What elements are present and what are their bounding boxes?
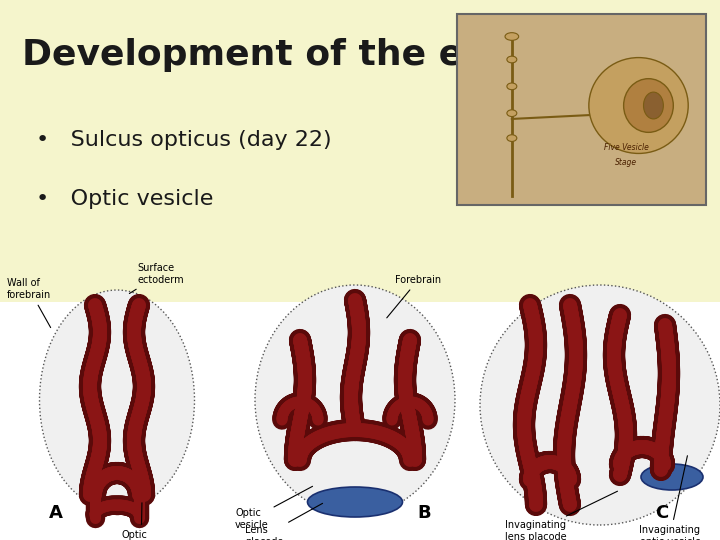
Bar <box>0 0 720 302</box>
Text: Optic
grooves: Optic grooves <box>122 503 161 540</box>
Ellipse shape <box>507 83 517 90</box>
Ellipse shape <box>624 79 673 132</box>
Ellipse shape <box>40 290 194 510</box>
Text: •   Sulcus opticus (day 22): • Sulcus opticus (day 22) <box>36 130 332 150</box>
Bar <box>0 302 720 540</box>
Text: Lens
placode: Lens placode <box>245 503 323 540</box>
Ellipse shape <box>641 464 703 490</box>
Text: Optic
vesicle: Optic vesicle <box>235 487 312 530</box>
Ellipse shape <box>589 58 688 153</box>
Text: Invaginating
optic vesicle: Invaginating optic vesicle <box>639 456 701 540</box>
Text: Development of the eye: Development of the eye <box>22 38 511 72</box>
Ellipse shape <box>507 110 517 117</box>
Text: A: A <box>49 504 63 522</box>
Text: B: B <box>417 504 431 522</box>
Text: Surface
ectoderm: Surface ectoderm <box>130 264 184 294</box>
Bar <box>457 14 706 205</box>
Ellipse shape <box>505 32 518 40</box>
Text: Wall of
forebrain: Wall of forebrain <box>7 279 51 328</box>
Ellipse shape <box>507 135 517 141</box>
Text: Five Vesicle: Five Vesicle <box>603 143 649 152</box>
Ellipse shape <box>507 56 517 63</box>
Ellipse shape <box>307 487 402 517</box>
Ellipse shape <box>644 92 663 119</box>
Ellipse shape <box>255 285 455 515</box>
Text: Invaginating
lens placode: Invaginating lens placode <box>505 491 618 540</box>
Text: •   Optic vesicle: • Optic vesicle <box>36 189 213 209</box>
Ellipse shape <box>480 285 720 525</box>
Text: Stage: Stage <box>615 158 637 167</box>
Text: Forebrain: Forebrain <box>387 275 441 318</box>
Text: C: C <box>655 504 668 522</box>
